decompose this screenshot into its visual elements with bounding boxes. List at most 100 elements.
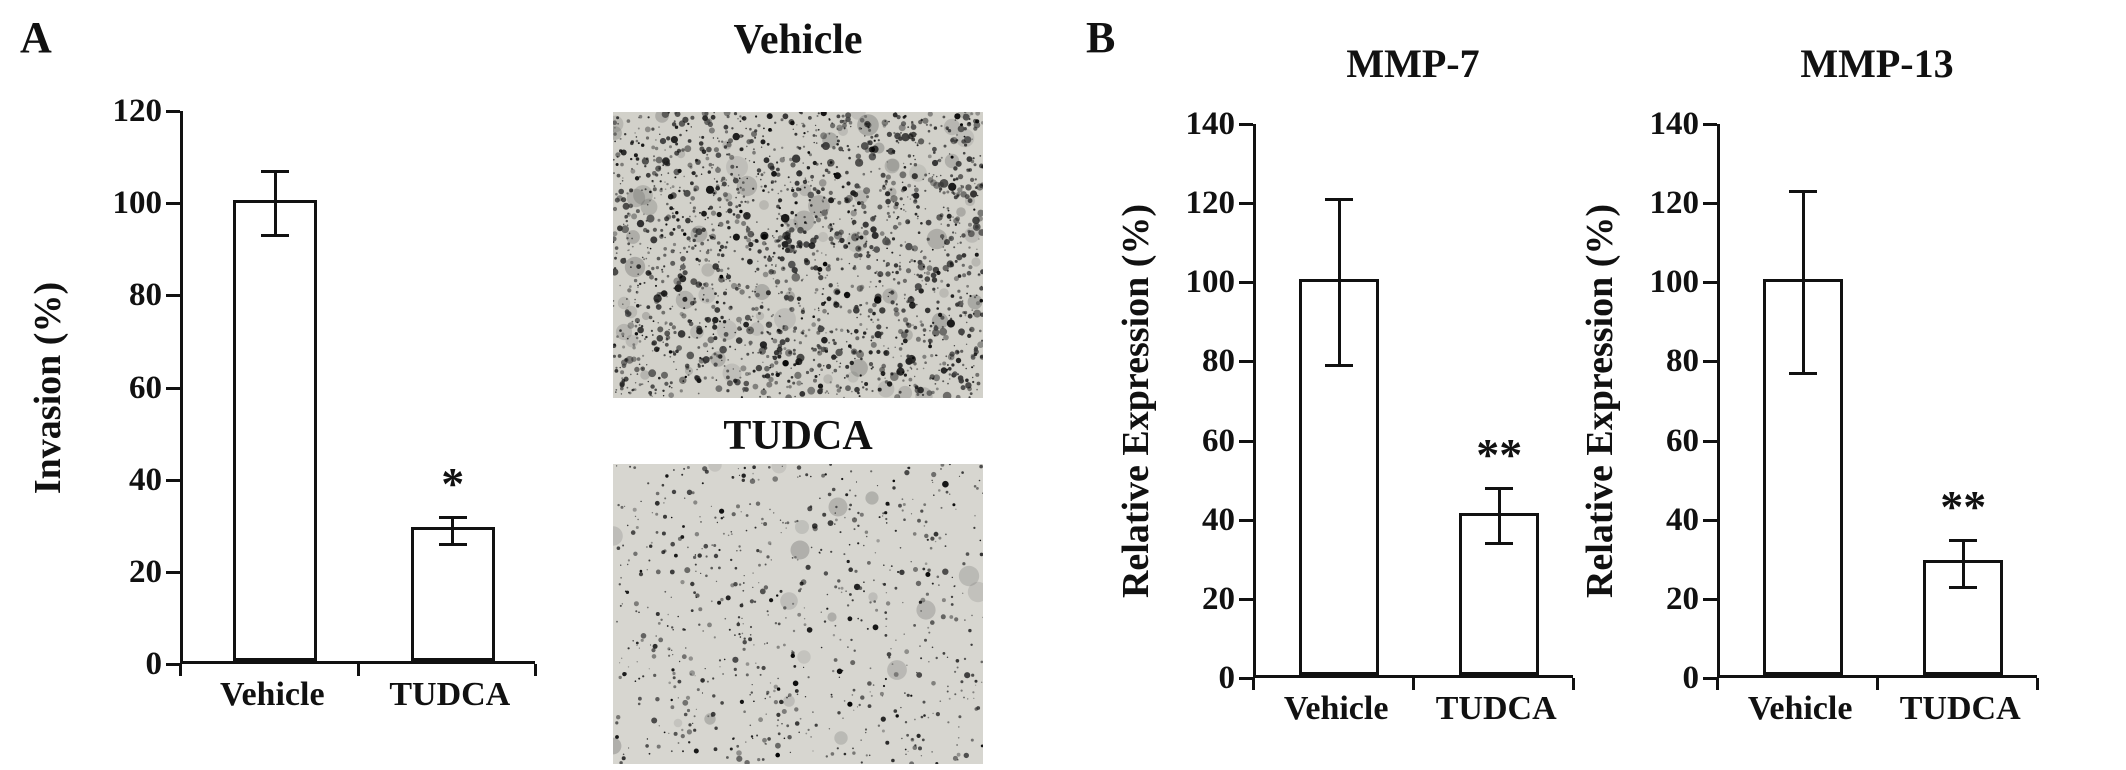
mmp7-x-label-vehicle: Vehicle bbox=[1283, 690, 1389, 727]
mmp7-y-tick-mark-20 bbox=[1239, 597, 1253, 601]
invasion-y-tick-label-20: 20 bbox=[129, 553, 162, 590]
tudca-micrograph-title: TUDCA bbox=[723, 413, 873, 459]
mmp7-y-tick-mark-100 bbox=[1239, 281, 1253, 285]
mmp13-y-axis-label: Relative Expression (%) bbox=[1579, 203, 1621, 599]
mmp7-error-bar-tudca bbox=[1497, 488, 1501, 544]
mmp13-error-bar-tudca bbox=[1961, 539, 1965, 587]
vehicle-micrograph bbox=[613, 112, 983, 398]
mmp13-x-label-vehicle: Vehicle bbox=[1747, 690, 1853, 727]
invasion-y-tick-label-80: 80 bbox=[129, 277, 162, 314]
mmp7-error-cap-tudca-top bbox=[1485, 487, 1514, 491]
mmp7-y-tick-label-0: 0 bbox=[1218, 660, 1236, 696]
mmp7-y-tick-mark-60 bbox=[1239, 439, 1253, 443]
invasion-x-tick-mark-0 bbox=[179, 664, 182, 676]
mmp7-y-tick-label-140: 140 bbox=[1185, 106, 1236, 142]
mmp13-y-tick-label-80: 80 bbox=[1666, 343, 1699, 380]
mmp7-error-cap-vehicle-top bbox=[1325, 198, 1354, 202]
invasion-y-tick-label-0: 0 bbox=[145, 646, 163, 682]
invasion-y-tick-mark-0 bbox=[166, 663, 180, 666]
mmp13-plot-area: ** bbox=[1717, 124, 2037, 678]
mmp7-title: MMP-7 bbox=[1346, 41, 1480, 86]
invasion-x-tick-mark-2 bbox=[534, 664, 537, 676]
mmp13-title: MMP-13 bbox=[1800, 41, 1954, 86]
mmp13-y-tick-label-100: 100 bbox=[1649, 264, 1700, 301]
vehicle-micrograph-title: Vehicle bbox=[733, 17, 863, 63]
invasion-error-cap-tudca-bottom bbox=[438, 543, 467, 547]
invasion-x-label-tudca: TUDCA bbox=[389, 676, 511, 713]
invasion-y-tick-mark-60 bbox=[166, 386, 180, 390]
mmp13-y-tick-label-140: 140 bbox=[1649, 106, 1700, 142]
invasion-y-tick-label-40: 40 bbox=[129, 461, 162, 498]
mmp13-y-tick-mark-80 bbox=[1703, 360, 1717, 364]
invasion-y-axis-label: Invasion (%) bbox=[27, 281, 69, 494]
mmp7-plot-area: ** bbox=[1253, 124, 1573, 678]
mmp7-error-bar-vehicle bbox=[1337, 199, 1341, 366]
mmp7-y-tick-mark-80 bbox=[1239, 360, 1253, 364]
invasion-y-tick-mark-100 bbox=[166, 202, 180, 206]
mmp13-y-tick-label-0: 0 bbox=[1682, 660, 1700, 696]
invasion-bar-tudca bbox=[410, 527, 495, 661]
invasion-error-cap-vehicle-bottom bbox=[261, 234, 290, 238]
mmp13-y-tick-mark-0 bbox=[1703, 677, 1717, 680]
mmp13-x-tick-mark-0 bbox=[1716, 678, 1719, 690]
mmp7-error-cap-tudca-bottom bbox=[1485, 542, 1514, 546]
mmp13-error-cap-tudca-top bbox=[1949, 538, 1978, 542]
invasion-y-tick-mark-20 bbox=[166, 570, 180, 574]
mmp13-y-tick-label-60: 60 bbox=[1666, 422, 1699, 459]
mmp13-y-tick-mark-60 bbox=[1703, 439, 1717, 443]
mmp13-y-tick-mark-120 bbox=[1703, 202, 1717, 206]
mmp7-y-tick-label-40: 40 bbox=[1202, 501, 1235, 538]
mmp7-y-tick-mark-140 bbox=[1239, 123, 1253, 126]
mmp13-x-tick-mark-1 bbox=[1876, 678, 1879, 690]
mmp7-y-tick-label-100: 100 bbox=[1185, 264, 1236, 301]
mmp7-x-tick-mark-0 bbox=[1252, 678, 1255, 690]
invasion-error-cap-tudca-top bbox=[438, 515, 467, 519]
invasion-x-label-vehicle: Vehicle bbox=[220, 676, 325, 713]
invasion-y-tick-mark-80 bbox=[166, 294, 180, 298]
mmp13-error-cap-vehicle-bottom bbox=[1789, 372, 1818, 376]
mmp13-y-tick-label-40: 40 bbox=[1666, 501, 1699, 538]
mmp13-y-tick-mark-20 bbox=[1703, 597, 1717, 601]
invasion-y-tick-label-120: 120 bbox=[112, 93, 163, 129]
mmp7-x-label-tudca: TUDCA bbox=[1435, 690, 1557, 727]
invasion-x-tick-mark-1 bbox=[356, 664, 360, 676]
mmp7-y-axis-label: Relative Expression (%) bbox=[1115, 203, 1157, 599]
panel-a-label: A bbox=[20, 13, 52, 62]
invasion-significance-tudca: * bbox=[441, 457, 465, 509]
invasion-chart: Invasion (%) * 0 20 40 60 80 100 120 Vehicle TUDCA bbox=[27, 86, 610, 746]
invasion-plot-area: * bbox=[180, 111, 535, 664]
panel-b-label: B bbox=[1086, 13, 1116, 62]
mmp7-y-tick-label-60: 60 bbox=[1202, 422, 1235, 459]
mmp13-error-cap-vehicle-top bbox=[1789, 190, 1818, 194]
invasion-error-cap-vehicle-top bbox=[261, 169, 290, 173]
invasion-y-tick-mark-40 bbox=[166, 478, 180, 482]
mmp7-error-cap-vehicle-bottom bbox=[1325, 364, 1354, 368]
mmp7-x-tick-mark-1 bbox=[1412, 678, 1415, 690]
mmp13-y-tick-mark-140 bbox=[1703, 123, 1717, 126]
mmp7-y-tick-label-120: 120 bbox=[1185, 185, 1236, 222]
mmp13-significance-tudca: ** bbox=[1940, 480, 1987, 532]
mmp13-error-bar-vehicle bbox=[1801, 191, 1805, 374]
mmp13-error-cap-tudca-bottom bbox=[1949, 585, 1978, 589]
tudca-micrograph bbox=[613, 464, 983, 764]
mmp13-x-label-tudca: TUDCA bbox=[1899, 690, 2021, 727]
mmp13-y-tick-label-20: 20 bbox=[1666, 580, 1699, 617]
mmp7-x-tick-mark-2 bbox=[1572, 678, 1575, 690]
invasion-y-tick-label-60: 60 bbox=[129, 369, 162, 406]
invasion-y-tick-mark-120 bbox=[166, 110, 180, 113]
mmp7-y-tick-mark-0 bbox=[1239, 677, 1253, 680]
mmp13-x-tick-mark-2 bbox=[2036, 678, 2039, 690]
mmp7-y-tick-mark-120 bbox=[1239, 202, 1253, 206]
invasion-error-bar-tudca bbox=[451, 516, 455, 545]
invasion-bar-vehicle bbox=[233, 200, 318, 661]
mmp13-y-tick-mark-40 bbox=[1703, 518, 1717, 522]
mmp7-y-tick-mark-40 bbox=[1239, 518, 1253, 522]
mmp7-y-tick-label-20: 20 bbox=[1202, 580, 1235, 617]
invasion-error-bar-vehicle bbox=[273, 170, 277, 236]
mmp13-y-tick-mark-100 bbox=[1703, 281, 1717, 285]
mmp13-y-tick-label-120: 120 bbox=[1649, 185, 1700, 222]
mmp7-chart: MMP-7 Relative Expression (%) ** 0 20 40 60 80 1… bbox=[1078, 40, 1678, 766]
mmp7-significance-tudca: ** bbox=[1476, 429, 1523, 481]
invasion-y-tick-label-100: 100 bbox=[112, 185, 163, 222]
